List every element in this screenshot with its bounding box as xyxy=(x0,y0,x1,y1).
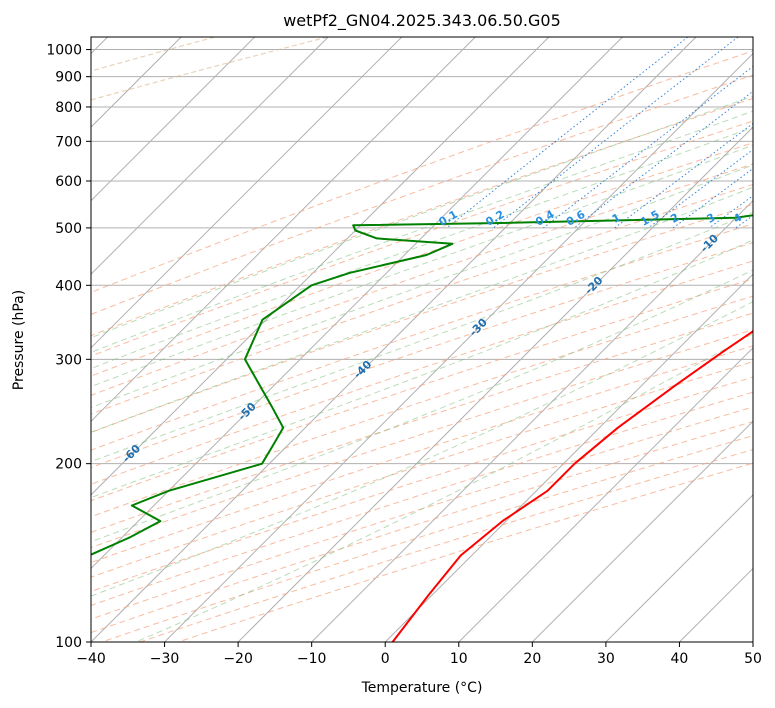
dry-adiabat-line xyxy=(91,183,753,415)
y-axis-title: Pressure (hPa) xyxy=(11,290,27,390)
isotherm-line xyxy=(531,420,753,642)
moist-adiabat-line xyxy=(91,144,753,388)
isotherm-line xyxy=(458,347,753,642)
dry-adiabat-line xyxy=(91,223,753,451)
mixing-ratio-line xyxy=(543,65,753,229)
plot-frame xyxy=(90,36,754,643)
isotherm-line xyxy=(91,37,403,349)
isotherm-line xyxy=(91,37,256,202)
dry-adiabat-line xyxy=(91,97,753,337)
isotherm-line xyxy=(164,52,753,642)
dry-adiabat-line xyxy=(91,278,753,502)
moist-adiabat-line xyxy=(91,126,753,370)
moist-adiabat-line xyxy=(135,333,753,642)
x-tick-label: 10 xyxy=(450,651,468,667)
moist-adiabat-line xyxy=(91,110,753,353)
moist-adiabat-line xyxy=(91,186,753,433)
isotherm-line xyxy=(384,273,753,642)
mixing-ratio-line xyxy=(493,37,739,229)
mixing-ratio-line xyxy=(573,90,753,229)
dry-adiabat-line xyxy=(91,50,753,294)
isotherm-line xyxy=(91,37,476,423)
moist-adiabat-line xyxy=(91,164,753,409)
x-tick-label: 0 xyxy=(381,651,390,667)
x-tick-label: −10 xyxy=(297,651,327,667)
x-axis-title: Temperature (°C) xyxy=(361,680,483,696)
dry-adiabat-line xyxy=(91,329,753,549)
y-tick-label: 500 xyxy=(55,221,82,237)
x-tick-label: −40 xyxy=(76,651,106,667)
dry-adiabat-line xyxy=(91,312,753,533)
y-tick-label: 800 xyxy=(55,100,82,116)
dewpoint-profile-line xyxy=(91,214,753,556)
x-tick-label: −30 xyxy=(150,651,180,667)
y-tick-label: 600 xyxy=(55,174,82,190)
plot-area xyxy=(91,37,753,642)
isotherm-line xyxy=(91,37,697,642)
isotherm-line xyxy=(605,494,753,642)
dry-adiabat-line xyxy=(91,120,753,357)
isotherm-line xyxy=(91,37,550,496)
chart-title: wetPf2_GN04.2025.343.06.50.G05 xyxy=(283,11,561,31)
isotherm-line xyxy=(91,37,623,570)
moist-adiabat-line xyxy=(91,95,753,339)
isotherm-line xyxy=(237,126,753,642)
y-tick-label: 100 xyxy=(55,635,82,651)
y-tick-label: 1000 xyxy=(46,43,82,59)
isotherm-line xyxy=(311,199,753,642)
mixing-ratio-line xyxy=(672,167,753,229)
y-tick-label: 900 xyxy=(55,70,82,86)
x-tick-label: −20 xyxy=(223,651,253,667)
y-tick-label: 700 xyxy=(55,134,82,150)
x-tick-label: 30 xyxy=(597,651,615,667)
moist-adiabat-line xyxy=(91,211,753,463)
isotherm-line xyxy=(91,37,329,275)
x-tick-label: 50 xyxy=(744,651,762,667)
dry-adiabat-line xyxy=(91,376,753,592)
y-tick-label: 300 xyxy=(55,352,82,368)
y-tick-label: 200 xyxy=(55,457,82,473)
dry-adiabat-line xyxy=(91,142,753,377)
dry-adiabat-line xyxy=(91,74,753,315)
dry-adiabat-line xyxy=(91,242,753,469)
x-tick-label: 40 xyxy=(671,651,689,667)
x-tick-label: 20 xyxy=(523,651,541,667)
temperature-profile-line xyxy=(391,330,753,642)
y-tick-label: 400 xyxy=(55,278,82,294)
dry-adiabat-line xyxy=(91,163,753,396)
